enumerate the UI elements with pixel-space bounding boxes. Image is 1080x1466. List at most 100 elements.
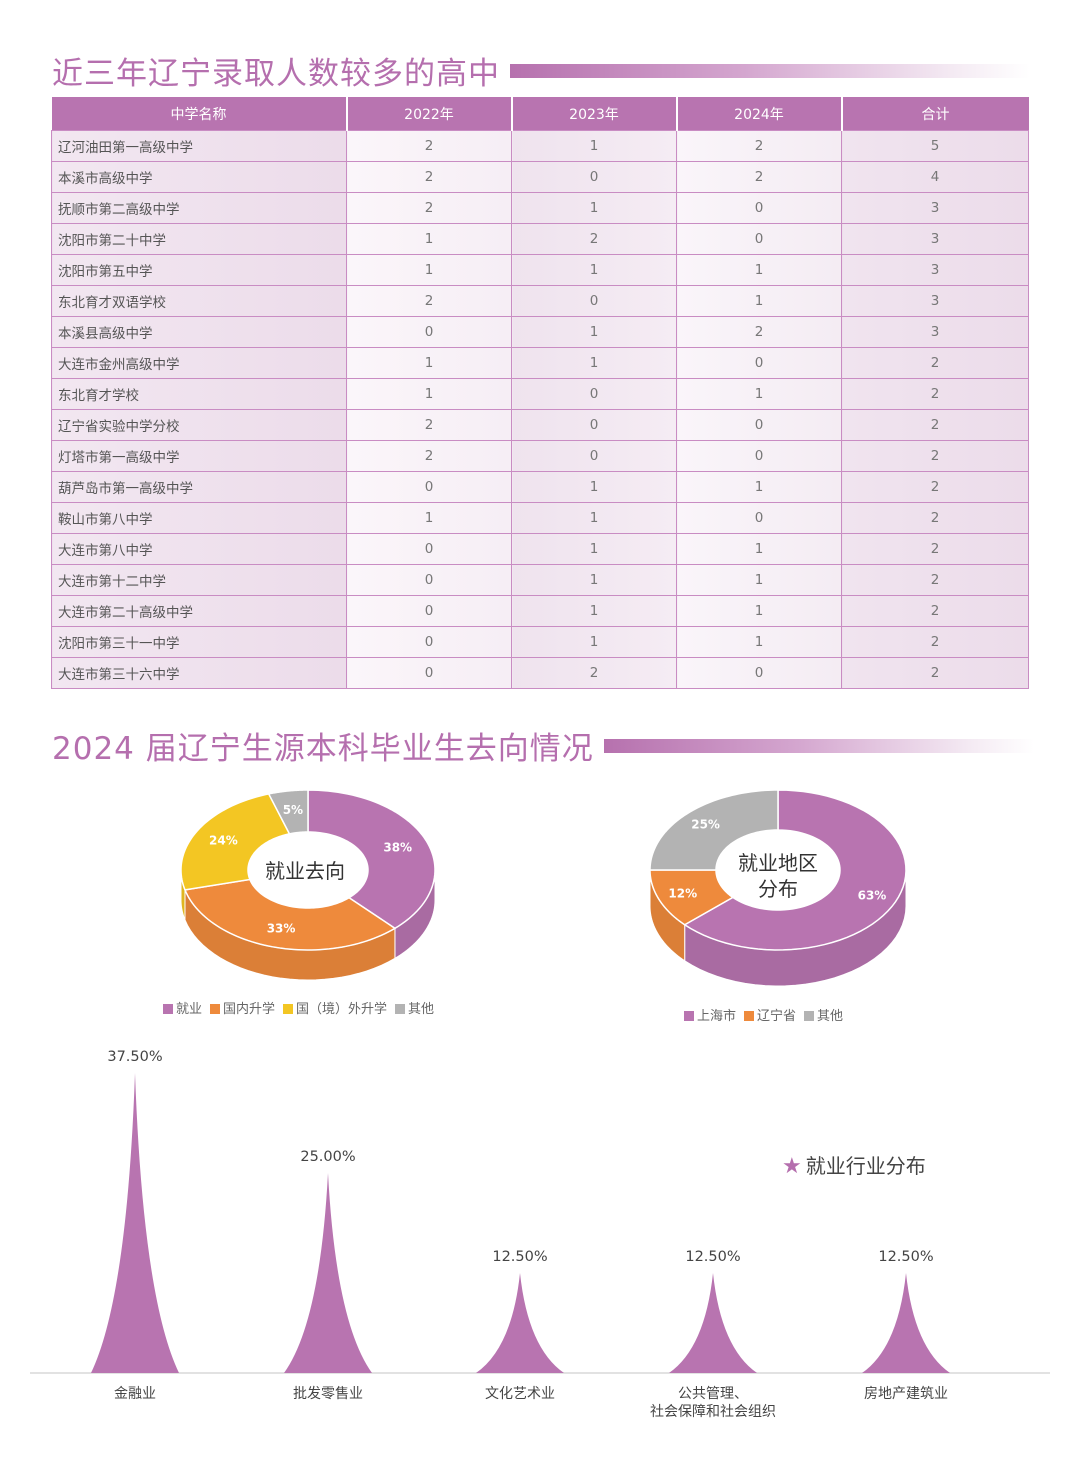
total-cell: 2: [841, 471, 1029, 503]
table-row: 抚顺市第二高级中学 2 1 0 3: [51, 192, 1029, 224]
year-2022-cell: 0: [346, 626, 512, 658]
school-name-cell: 大连市第八中学: [51, 533, 347, 565]
section-title-graduates: 2024 届辽宁生源本科毕业生去向情况: [52, 723, 1034, 768]
slice-label: 33%: [267, 921, 296, 935]
total-cell: 2: [841, 595, 1029, 627]
category-label: 房地产建筑业: [864, 1386, 948, 1402]
table-row: 灯塔市第一高级中学 2 0 0 2: [51, 440, 1029, 472]
table-row: 大连市第三十六中学 0 2 0 2: [51, 657, 1029, 689]
year-2024-cell: 0: [676, 409, 842, 441]
slice-label: 5%: [283, 803, 303, 817]
year-2022-cell: 0: [346, 564, 512, 596]
year-2022-cell: 1: [346, 378, 512, 410]
total-cell: 2: [841, 657, 1029, 689]
school-name-cell: 灯塔市第一高级中学: [51, 440, 347, 472]
column-header-total: 合计: [841, 97, 1029, 131]
year-2022-cell: 1: [346, 347, 512, 379]
data-label: 37.50%: [107, 1049, 162, 1065]
year-2023-cell: 1: [511, 626, 677, 658]
legend-label: 辽宁省: [757, 1009, 797, 1024]
year-2023-cell: 2: [511, 657, 677, 689]
year-2023-cell: 2: [511, 223, 677, 255]
year-2024-cell: 0: [676, 192, 842, 224]
table-row: 沈阳市第二十中学 1 2 0 3: [51, 223, 1029, 255]
slice-label: 12%: [668, 887, 697, 901]
legend-destination: 就业 国内升学 国（境）外升学 其他: [163, 998, 434, 1017]
legend-region: 上海市 辽宁省 其他: [684, 1005, 843, 1024]
slice-label: 38%: [383, 841, 412, 855]
legend-item: 国（境）外升学: [283, 998, 387, 1017]
donut-hole: [248, 832, 368, 908]
year-2022-cell: 0: [346, 471, 512, 503]
section-title-text: 近三年辽宁录取人数较多的高中: [52, 56, 500, 92]
table-row: 东北育才双语学校 2 0 1 3: [51, 285, 1029, 317]
center-label-line-1: 就业地区: [738, 851, 818, 875]
year-2022-cell: 0: [346, 595, 512, 627]
slice-label: 24%: [209, 834, 238, 848]
column-header-2024: 2024年: [676, 97, 843, 131]
legend-label: 国（境）外升学: [296, 1002, 388, 1017]
year-2023-cell: 1: [511, 502, 677, 534]
total-cell: 2: [841, 378, 1029, 410]
table-row: 本溪县高级中学 0 1 2 3: [51, 316, 1029, 348]
column-header-2023: 2023年: [511, 97, 678, 131]
school-name-cell: 大连市第十二中学: [51, 564, 347, 596]
category-label: 社会保障和社会组织: [650, 1404, 776, 1420]
school-name-cell: 抚顺市第二高级中学: [51, 192, 347, 224]
table-row: 沈阳市第三十一中学 0 1 1 2: [51, 626, 1029, 658]
spike-bar: [862, 1273, 950, 1373]
column-header-2022: 2022年: [346, 97, 513, 131]
year-2022-cell: 1: [346, 223, 512, 255]
table-row: 本溪市高级中学 2 0 2 4: [51, 161, 1029, 193]
legend-swatch: [395, 1004, 406, 1014]
year-2024-cell: 2: [676, 161, 842, 193]
year-2024-cell: 1: [676, 285, 842, 317]
spike-bar: [284, 1173, 372, 1373]
column-header-school: 中学名称: [51, 97, 348, 131]
data-label: 12.50%: [492, 1249, 547, 1265]
spike-bar: [476, 1273, 564, 1373]
data-label: 25.00%: [300, 1149, 355, 1165]
table-row: 鞍山市第八中学 1 1 0 2: [51, 502, 1029, 534]
year-2024-cell: 1: [676, 533, 842, 565]
table-header-row: 中学名称 2022年 2023年 2024年 合计: [51, 97, 1029, 131]
school-name-cell: 东北育才学校: [51, 378, 347, 410]
legend-item: 其他: [395, 998, 434, 1017]
year-2023-cell: 0: [511, 409, 677, 441]
year-2023-cell: 1: [511, 564, 677, 596]
table-row: 大连市金州高级中学 1 1 0 2: [51, 347, 1029, 379]
legend-label: 就业: [176, 1002, 203, 1017]
year-2022-cell: 2: [346, 285, 512, 317]
year-2023-cell: 0: [511, 440, 677, 472]
category-label: 金融业: [114, 1386, 156, 1402]
school-name-cell: 本溪县高级中学: [51, 316, 347, 348]
year-2023-cell: 1: [511, 595, 677, 627]
legend-label: 上海市: [697, 1009, 737, 1024]
star-icon: ★: [782, 1154, 802, 1179]
year-2023-cell: 1: [511, 192, 677, 224]
section-title-high-schools: 近三年辽宁录取人数较多的高中: [52, 48, 1030, 93]
donut-center-label-region: 就业地区 分布: [718, 850, 838, 902]
slice-label: 25%: [691, 818, 720, 832]
legend-label: 其他: [408, 1002, 435, 1017]
year-2024-cell: 1: [676, 378, 842, 410]
year-2022-cell: 2: [346, 192, 512, 224]
year-2024-cell: 0: [676, 223, 842, 255]
table-row: 东北育才学校 1 0 1 2: [51, 378, 1029, 410]
year-2022-cell: 2: [346, 130, 512, 162]
total-cell: 2: [841, 533, 1029, 565]
legend-item: 上海市: [684, 1005, 736, 1024]
legend-swatch: [163, 1004, 173, 1014]
slice-label: 63%: [858, 888, 887, 902]
donut-center-label-destination: 就业去向: [265, 859, 345, 883]
section-title-text: 2024 届辽宁生源本科毕业生去向情况: [52, 731, 594, 767]
donut-chart-destination: 38% 33% 24% 5%: [180, 789, 436, 981]
school-name-cell: 大连市金州高级中学: [51, 347, 347, 379]
year-2024-cell: 2: [676, 316, 842, 348]
category-label: 批发零售业: [293, 1386, 363, 1402]
year-2022-cell: 1: [346, 502, 512, 534]
school-name-cell: 辽宁省实验中学分校: [51, 409, 347, 441]
school-name-cell: 辽河油田第一高级中学: [51, 130, 347, 162]
year-2022-cell: 0: [346, 657, 512, 689]
school-name-cell: 鞍山市第八中学: [51, 502, 347, 534]
